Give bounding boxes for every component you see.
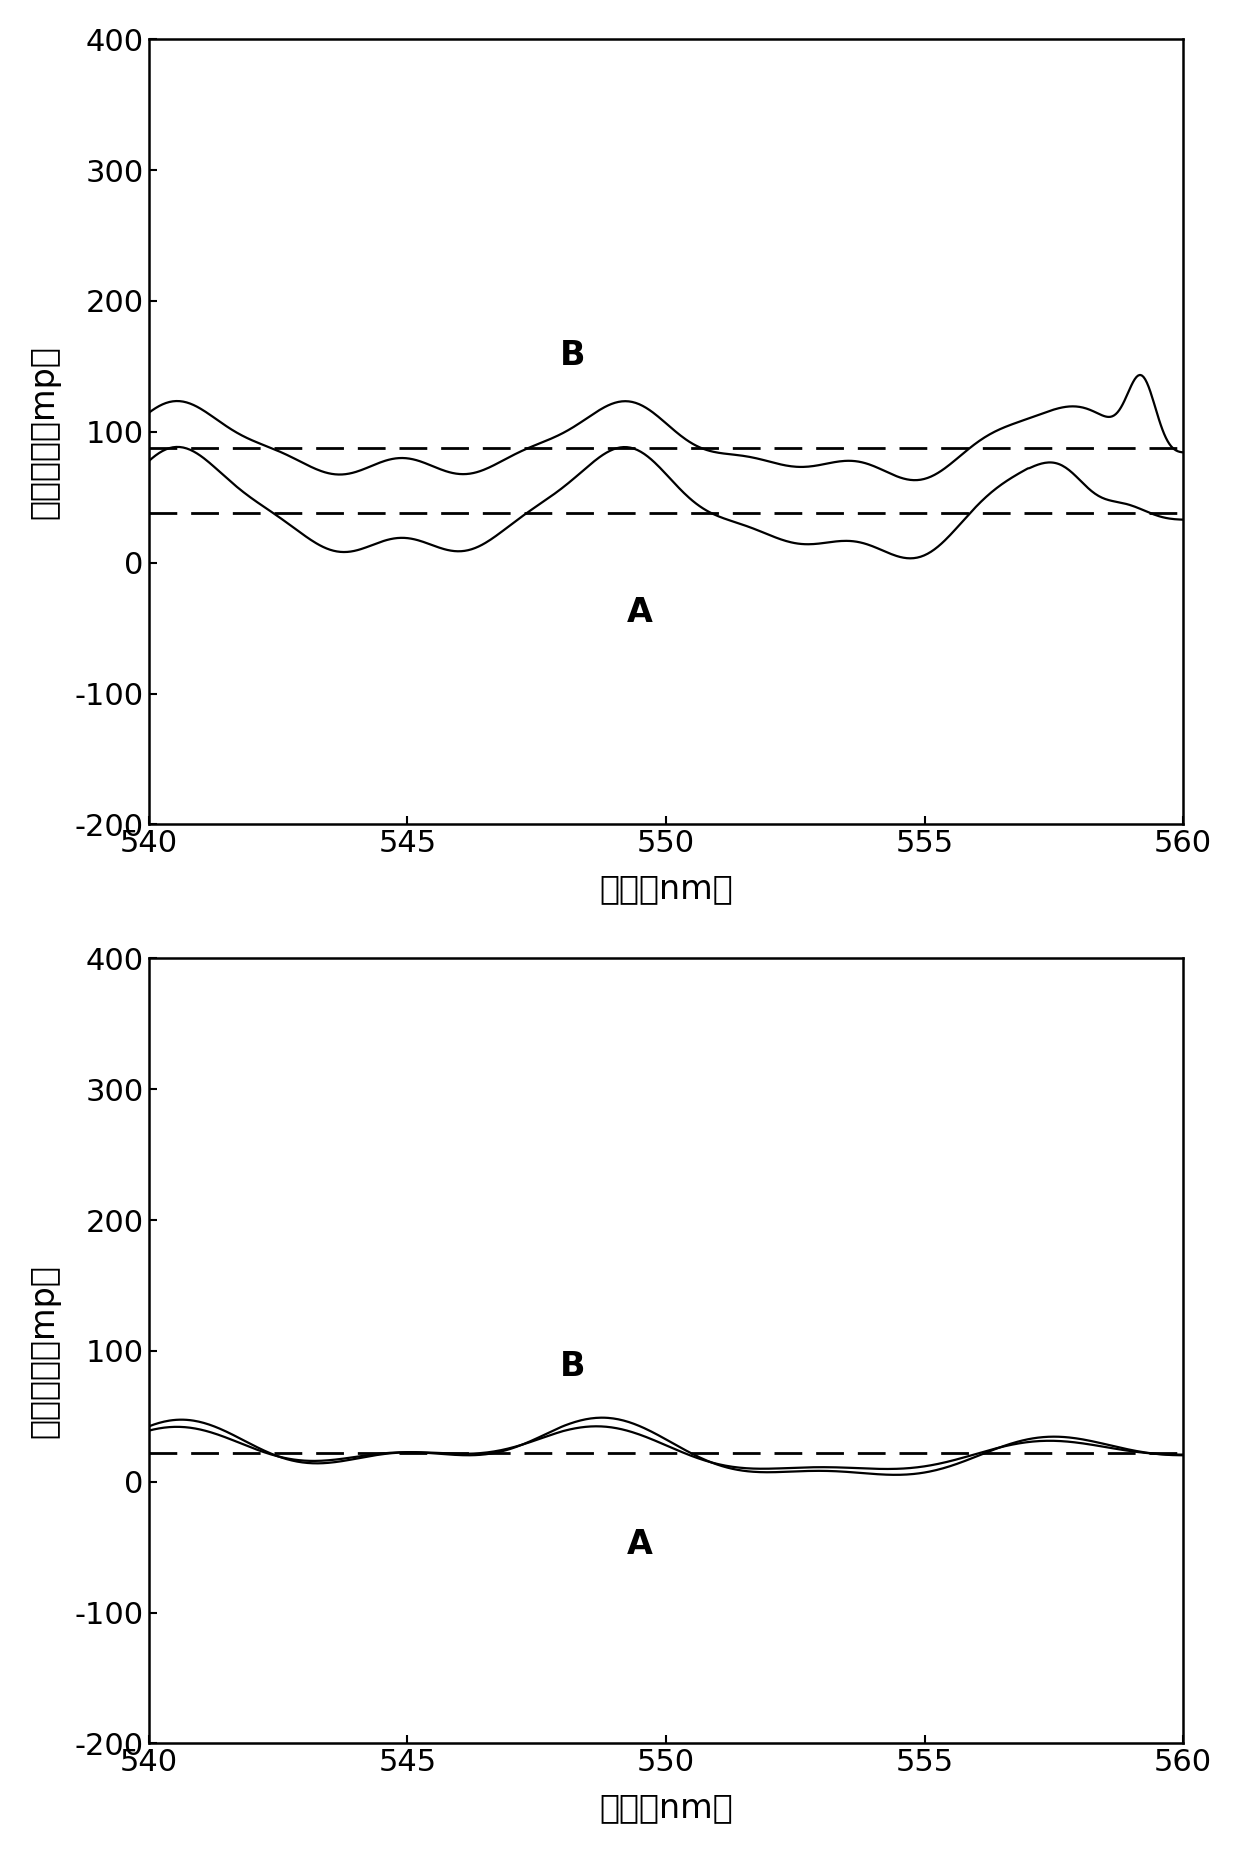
X-axis label: 波长（nm）: 波长（nm）	[599, 872, 733, 906]
Y-axis label: 偏振光値（mp）: 偏振光値（mp）	[27, 1263, 61, 1437]
X-axis label: 波长（nm）: 波长（nm）	[599, 1791, 733, 1824]
Y-axis label: 偏振光値（mp）: 偏振光値（mp）	[27, 344, 61, 519]
Text: B: B	[560, 1350, 585, 1383]
Text: A: A	[627, 596, 653, 630]
Text: A: A	[627, 1528, 653, 1561]
Text: B: B	[560, 339, 585, 372]
